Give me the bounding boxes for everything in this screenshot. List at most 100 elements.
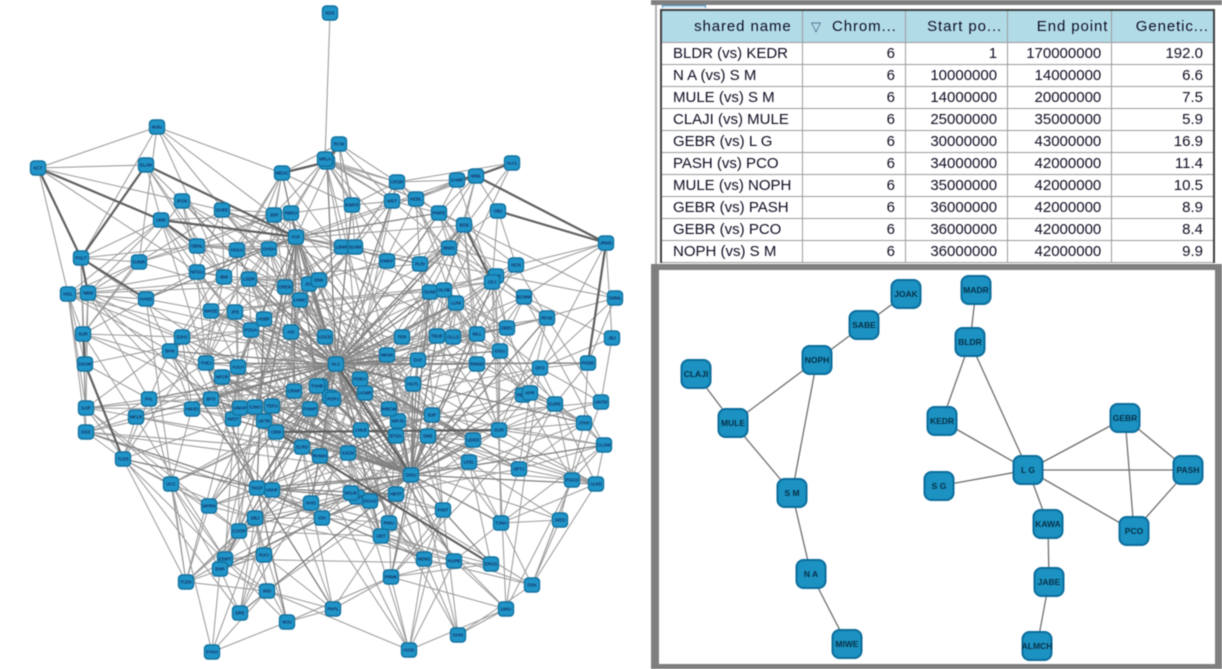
svg-text:RCW: RCW (334, 142, 345, 147)
svg-text:DGAO: DGAO (364, 499, 378, 504)
svg-text:POUA: POUA (245, 328, 258, 333)
svg-text:JCF: JCF (305, 282, 313, 287)
svg-text:JPE: JPE (231, 310, 239, 315)
svg-text:ELJW: ELJW (140, 163, 153, 168)
svg-text:DNK: DNK (314, 278, 323, 283)
svg-text:JABE: JABE (1038, 577, 1061, 587)
svg-text:OBJ: OBJ (494, 209, 503, 214)
svg-text:ALCL: ALCL (507, 161, 519, 166)
svg-text:SJJF: SJJF (81, 406, 91, 411)
svg-text:DRE: DRE (235, 611, 244, 616)
svg-text:LHMC: LHMC (294, 298, 306, 303)
svg-text:CRSR: CRSR (391, 180, 403, 185)
svg-text:HGTL: HGTL (407, 382, 419, 387)
svg-text:TEFU: TEFU (266, 404, 277, 409)
svg-text:ENR: ENR (215, 567, 224, 572)
svg-text:RWU: RWU (384, 521, 394, 526)
svg-text:KWFO: KWFO (345, 203, 359, 208)
svg-text:IJDT: IJDT (376, 534, 386, 539)
svg-text:AIG: AIG (287, 330, 295, 335)
svg-text:SMML: SMML (609, 296, 622, 301)
svg-text:HAKD: HAKD (140, 297, 152, 302)
svg-text:OSIU: OSIU (406, 473, 417, 478)
svg-text:WPJS: WPJS (392, 419, 404, 424)
svg-text:PAL: PAL (145, 397, 154, 402)
svg-text:NFCR: NFCR (216, 375, 228, 380)
svg-text:FNWP: FNWP (304, 407, 317, 412)
svg-text:WBCW: WBCW (382, 407, 397, 412)
svg-text:CLAJI: CLAJI (684, 369, 709, 379)
svg-text:RUPB: RUPB (448, 559, 460, 564)
svg-text:WKEE: WKEE (205, 309, 218, 314)
svg-text:NFGU: NFGU (191, 270, 203, 275)
svg-text:BTSG: BTSG (390, 434, 403, 439)
svg-text:KLC: KLC (332, 362, 341, 367)
svg-text:WGJK: WGJK (345, 491, 358, 496)
svg-text:OFO: OFO (535, 366, 545, 371)
svg-text:PLRI: PLRI (415, 262, 425, 267)
svg-text:LSDR: LSDR (243, 277, 255, 282)
svg-text:KPR: KPR (525, 391, 534, 396)
svg-text:TCEK: TCEK (180, 580, 192, 585)
svg-text:JDR: JDR (270, 213, 279, 218)
svg-text:JTKR: JTKR (579, 421, 590, 426)
svg-text:SJCM: SJCM (342, 451, 354, 456)
svg-text:PGLT: PGLT (75, 256, 86, 261)
svg-text:DNE: DNE (423, 434, 432, 439)
svg-text:GHIS: GHIS (453, 633, 464, 638)
svg-text:JBJ: JBJ (608, 336, 615, 341)
svg-text:OSK: OSK (527, 583, 536, 588)
svg-text:EURE: EURE (549, 402, 561, 407)
svg-text:PCO: PCO (1125, 526, 1144, 536)
svg-text:BHN: BHN (165, 349, 174, 354)
svg-text:NENG: NENG (418, 557, 431, 562)
svg-text:BFO: BFO (206, 397, 216, 402)
svg-text:MJIU: MJIU (152, 125, 162, 130)
svg-text:BLDR: BLDR (958, 337, 982, 347)
svg-text:UKTB: UKTB (258, 419, 270, 424)
svg-text:ALMCH: ALMCH (1022, 641, 1053, 651)
svg-text:PGDE: PGDE (582, 361, 595, 366)
svg-text:TER: TER (398, 335, 407, 340)
svg-text:NCN: NCN (511, 263, 521, 268)
svg-text:SPTJ: SPTJ (514, 467, 525, 472)
svg-text:IOGU: IOGU (494, 349, 505, 354)
svg-text:PGGS: PGGS (566, 478, 579, 483)
svg-text:SJWJ: SJWJ (249, 405, 260, 410)
svg-text:RMSD: RMSD (471, 362, 484, 367)
svg-text:MULE: MULE (721, 418, 745, 428)
svg-text:PRMK: PRMK (385, 575, 398, 580)
svg-text:WML: WML (471, 174, 482, 179)
svg-text:HOL: HOL (63, 292, 73, 297)
svg-text:DGE: DGE (81, 430, 91, 435)
svg-text:MIWE: MIWE (835, 639, 858, 649)
svg-text:S G: S G (932, 481, 947, 491)
svg-text:CKJ: CKJ (488, 280, 496, 285)
svg-text:UKFM: UKFM (595, 400, 608, 405)
svg-text:CBW: CBW (271, 430, 282, 435)
svg-text:KEDR: KEDR (930, 416, 954, 426)
svg-text:TKGF: TKGF (251, 486, 263, 491)
svg-text:WFLR: WFLR (130, 415, 142, 420)
svg-text:LMLB: LMLB (355, 428, 367, 433)
svg-text:MADR: MADR (963, 285, 989, 295)
svg-text:ELRS: ELRS (296, 445, 308, 450)
svg-text:NRLA: NRLA (319, 157, 331, 162)
svg-text:UWAP: UWAP (233, 406, 246, 411)
svg-text:SUR: SUR (78, 332, 87, 337)
svg-text:CRWF: CRWF (287, 389, 300, 394)
svg-text:GUR: GUR (494, 428, 504, 433)
svg-text:KAWA: KAWA (1035, 519, 1061, 529)
svg-text:CLOW: CLOW (597, 443, 611, 448)
svg-text:JFGK: JFGK (176, 199, 187, 204)
svg-text:BCWM: BCWM (517, 295, 531, 300)
svg-text:FFKH: FFKH (206, 650, 217, 655)
svg-text:LBWK: LBWK (336, 245, 349, 250)
svg-text:HOUJ: HOUJ (231, 248, 243, 253)
svg-text:BGB: BGB (459, 223, 468, 228)
svg-text:THEJ: THEJ (201, 361, 212, 366)
svg-text:OHSH: OHSH (263, 247, 276, 252)
svg-text:PASH: PASH (1177, 465, 1200, 475)
svg-text:SAMP: SAMP (451, 178, 464, 183)
svg-text:IWGT: IWGT (227, 417, 239, 422)
